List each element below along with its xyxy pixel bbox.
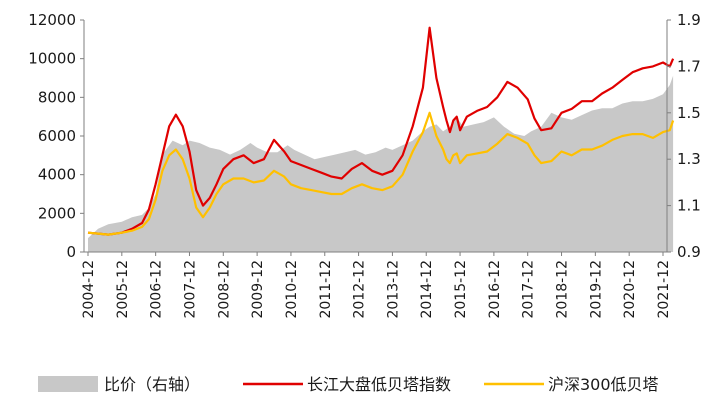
x-tick-label: 2008-12 [216, 260, 232, 319]
left-tick-label: 8000 [38, 88, 76, 106]
left-tick-label: 10000 [28, 50, 76, 68]
lines-layer [87, 26, 675, 236]
legend-label-cj: 长江大盘低贝塔指数 [307, 375, 451, 394]
right-tick-label: 1.9 [677, 11, 701, 29]
legend: 比价（右轴） 长江大盘低贝塔指数 沪深300低贝塔 [38, 375, 659, 394]
x-tick-label: 2004-12 [81, 260, 97, 319]
ratio-area-layer [88, 75, 674, 252]
x-tick-label: 2020-12 [622, 260, 638, 319]
x-tick-label: 2017-12 [521, 260, 537, 319]
left-axis-ticks: 0 2000 4000 6000 8000 10000 12000 [28, 11, 84, 261]
left-tick-label: 12000 [28, 11, 76, 29]
legend-label-hs: 沪深300低贝塔 [548, 375, 659, 394]
series-0-ratio-area [88, 75, 674, 252]
right-tick-label: 1.1 [677, 197, 701, 215]
right-axis-ticks: 0.9 1.1 1.3 1.5 1.7 1.9 [667, 11, 701, 261]
x-tick-label: 2021-12 [656, 260, 672, 319]
left-tick-label: 2000 [38, 204, 76, 222]
x-tick-label: 2018-12 [555, 260, 571, 319]
left-tick-label: 6000 [38, 127, 76, 145]
legend-swatch-ratio [38, 376, 98, 392]
x-tick-label: 2019-12 [588, 260, 604, 319]
right-tick-label: 1.7 [677, 57, 701, 75]
right-tick-label: 1.3 [677, 150, 701, 168]
legend-label-ratio: 比价（右轴） [104, 375, 200, 394]
series-2-line [87, 111, 675, 236]
x-tick-label: 2013-12 [385, 260, 401, 319]
x-tick-label: 2010-12 [284, 260, 300, 319]
left-tick-label: 0 [66, 243, 76, 261]
x-tick-label: 2012-12 [352, 260, 368, 319]
x-tick-label: 2016-12 [487, 260, 503, 319]
x-tick-label: 2011-12 [318, 260, 334, 319]
x-tick-label: 2014-12 [419, 260, 435, 319]
x-tick-label: 2006-12 [149, 260, 165, 319]
left-tick-label: 4000 [38, 166, 76, 184]
series-1-line [87, 26, 675, 236]
x-axis-ticks: 2004-12 2005-12 2006-12 2007-12 2008-12 2009-… [81, 252, 672, 319]
right-tick-label: 1.5 [677, 104, 701, 122]
x-tick-label: 2015-12 [453, 260, 469, 319]
x-tick-label: 2005-12 [115, 260, 131, 319]
right-tick-label: 0.9 [677, 243, 701, 261]
x-tick-label: 2007-12 [182, 260, 198, 319]
x-tick-label: 2009-12 [250, 260, 266, 319]
